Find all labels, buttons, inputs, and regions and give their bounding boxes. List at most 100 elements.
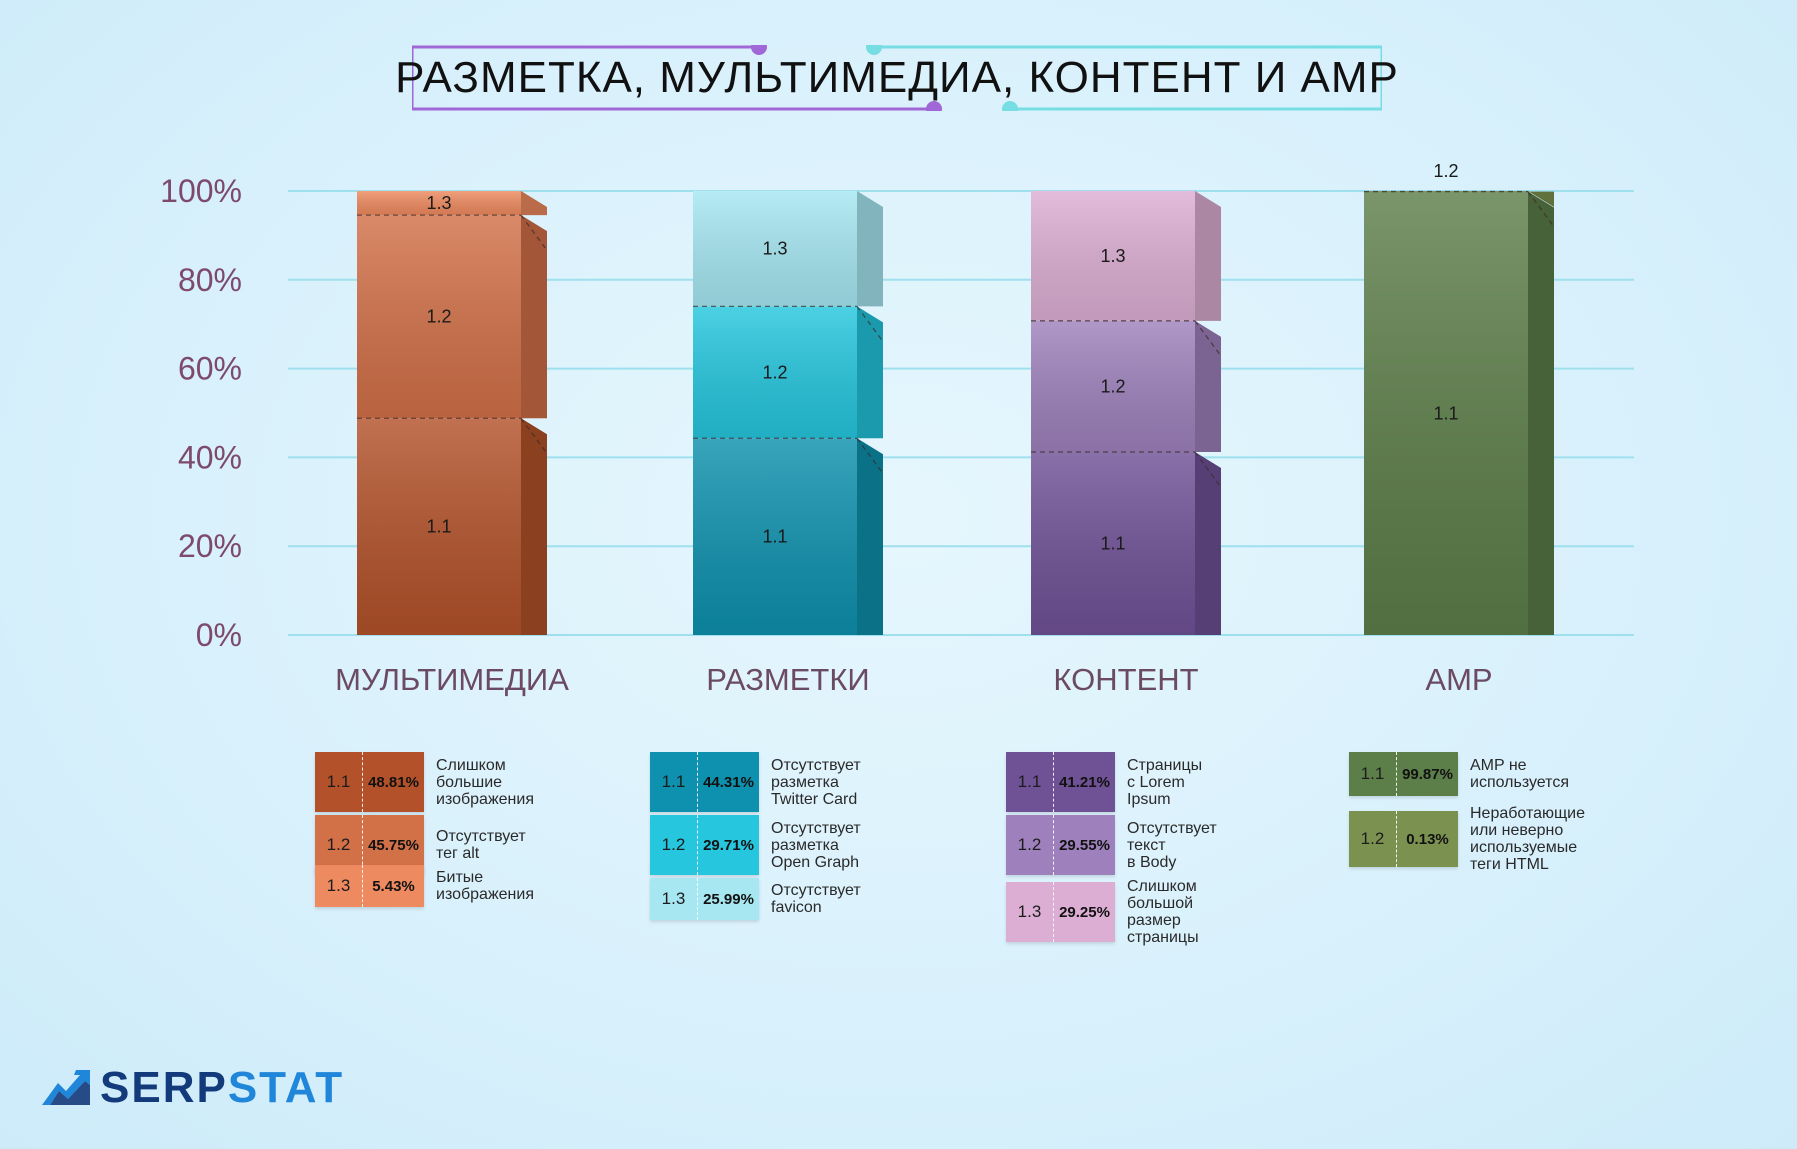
category-label: КОНТЕНТ bbox=[1053, 662, 1198, 697]
legend-value: 29.71% bbox=[703, 836, 754, 854]
bar-segment-shade bbox=[1364, 191, 1528, 635]
segment-code-label: 1.1 bbox=[1433, 403, 1458, 423]
serpstat-logo: SERPSTAT bbox=[40, 1066, 344, 1110]
bar-side-shade bbox=[521, 191, 547, 216]
chart-title: РАЗМЕТКА, МУЛЬТИМЕДИА, КОНТЕНТ И AMP bbox=[395, 53, 1399, 102]
legend-swatch: 1.3 29.25% bbox=[1006, 882, 1115, 942]
y-tick-label: 60% bbox=[178, 351, 242, 387]
legend-code: 1.2 bbox=[315, 815, 363, 875]
logo-suffix: STAT bbox=[227, 1063, 345, 1112]
segment-code-label: 1.1 bbox=[426, 517, 451, 537]
bar-side bbox=[857, 438, 883, 635]
bar-side bbox=[857, 306, 883, 439]
bar-side bbox=[1528, 191, 1554, 207]
segment-code-label: 1.3 bbox=[762, 239, 787, 259]
y-tick-label: 80% bbox=[178, 262, 242, 298]
legend-value: 5.43% bbox=[372, 877, 415, 895]
segment-code-label: 1.3 bbox=[426, 193, 451, 213]
segment-code-label: 1.3 bbox=[1100, 246, 1125, 266]
segment-divider bbox=[1194, 451, 1222, 488]
legend-value: 44.31% bbox=[703, 773, 754, 791]
bar-segment-shade bbox=[1031, 452, 1195, 635]
legend-value: 41.21% bbox=[1059, 773, 1110, 791]
bar-segment-shade bbox=[357, 418, 521, 635]
legend-description: Отсутствует разметка Open Graph bbox=[771, 819, 861, 871]
bar-side-shade bbox=[1195, 452, 1221, 635]
legend-description: Страницы с Lorem Ipsum bbox=[1127, 756, 1203, 808]
logo-prefix: SERP bbox=[100, 1063, 228, 1112]
bar-side-shade bbox=[857, 438, 883, 635]
legend-swatch: 1.2 29.71% bbox=[650, 815, 759, 875]
segment-code-label: 1.1 bbox=[1100, 534, 1125, 554]
legend-swatch: 1.1 48.81% bbox=[315, 752, 424, 812]
legend-swatch: 1.3 25.99% bbox=[650, 878, 759, 920]
bar-segment-shade bbox=[693, 438, 857, 635]
legend-swatch: 1.1 41.21% bbox=[1006, 752, 1115, 812]
legend-code: 1.1 bbox=[1349, 752, 1397, 796]
bar-segment-shade bbox=[693, 190, 857, 307]
bar-segment-shade bbox=[1031, 190, 1195, 321]
legend-item: 1.1 41.21% Страницы с Lorem Ipsum bbox=[1006, 752, 1202, 812]
title-frame bbox=[412, 45, 1382, 111]
bar-side bbox=[1195, 452, 1221, 635]
legend-item: 1.2 29.71% Отсутствует разметка Open Graph bbox=[650, 815, 861, 875]
bar-side-shade bbox=[1528, 191, 1554, 635]
legend-item: 1.1 44.31% Отсутствует разметка Twitter Ca… bbox=[650, 752, 861, 812]
segment-code-label: 1.2 bbox=[762, 362, 787, 382]
legend-item: 1.2 45.75% Отсутствует тег alt bbox=[315, 815, 526, 875]
legend-code: 1.3 bbox=[315, 865, 363, 907]
bar-side-shade bbox=[1195, 190, 1221, 321]
bar-side-shade bbox=[521, 215, 547, 419]
legend-item: 1.3 5.43% Битые изображения bbox=[315, 865, 534, 907]
segment-divider bbox=[856, 437, 884, 474]
legend-swatch: 1.1 99.87% bbox=[1349, 752, 1458, 796]
legend-item: 1.3 29.25% Слишком большой размер страницы bbox=[1006, 878, 1199, 946]
legend-description: Отсутствует текст в Body bbox=[1127, 819, 1217, 871]
bar-side bbox=[521, 418, 547, 635]
bar-side-shade bbox=[521, 418, 547, 635]
segment-divider bbox=[856, 305, 884, 342]
legend-code: 1.3 bbox=[1006, 882, 1054, 942]
bar-side bbox=[857, 190, 883, 307]
y-tick-label: 40% bbox=[178, 439, 242, 475]
bar-segment-shade bbox=[357, 191, 521, 216]
bar-side-shade bbox=[857, 306, 883, 439]
bar-side bbox=[1195, 190, 1221, 321]
legend-description: Слишком большой размер страницы bbox=[1127, 878, 1199, 946]
legend-description: Отсутствует тег alt bbox=[436, 828, 526, 862]
legend-description: Отсутствует favicon bbox=[771, 882, 861, 916]
legend-value: 48.81% bbox=[368, 773, 419, 791]
legend-code: 1.2 bbox=[1349, 811, 1397, 867]
segment-code-label: 1.1 bbox=[762, 527, 787, 547]
legend-swatch: 1.2 0.13% bbox=[1349, 811, 1458, 867]
category-label: МУЛЬТИМЕДИА bbox=[335, 662, 569, 697]
y-tick-label: 0% bbox=[196, 617, 242, 653]
segment-divider bbox=[520, 214, 548, 251]
bar-side bbox=[521, 215, 547, 419]
legend-code: 1.1 bbox=[315, 752, 363, 812]
legend-description: Отсутствует разметка Twitter Card bbox=[771, 756, 861, 808]
bar-side bbox=[1195, 320, 1221, 453]
legend-value: 29.55% bbox=[1059, 836, 1110, 854]
legend-item: 1.2 0.13% Неработающие или неверно использ… bbox=[1349, 805, 1585, 873]
legend-swatch: 1.1 44.31% bbox=[650, 752, 759, 812]
serpstat-logo-icon bbox=[42, 1070, 90, 1105]
segment-code-label: 1.2 bbox=[1100, 376, 1125, 396]
y-tick-label: 100% bbox=[160, 173, 242, 209]
legend-code: 1.1 bbox=[1006, 752, 1054, 812]
category-label: AMP bbox=[1425, 662, 1492, 697]
bar-side-shade bbox=[857, 190, 883, 307]
serpstat-wordmark: SERPSTAT bbox=[100, 1066, 344, 1110]
legend-code: 1.3 bbox=[650, 878, 698, 920]
bar-side-shade bbox=[1195, 320, 1221, 453]
category-label: РАЗМЕТКИ bbox=[706, 662, 869, 697]
legend-value: 29.25% bbox=[1059, 903, 1110, 921]
legend-item: 1.2 29.55% Отсутствует текст в Body bbox=[1006, 815, 1217, 875]
bar-segment-shade bbox=[1031, 320, 1195, 453]
legend-description: Слишком большие изображения bbox=[436, 756, 534, 808]
legend-value: 0.13% bbox=[1406, 830, 1449, 848]
legend-description: Битые изображения bbox=[436, 869, 534, 903]
bar-segment-shade bbox=[693, 306, 857, 439]
legend-value: 25.99% bbox=[703, 890, 754, 908]
